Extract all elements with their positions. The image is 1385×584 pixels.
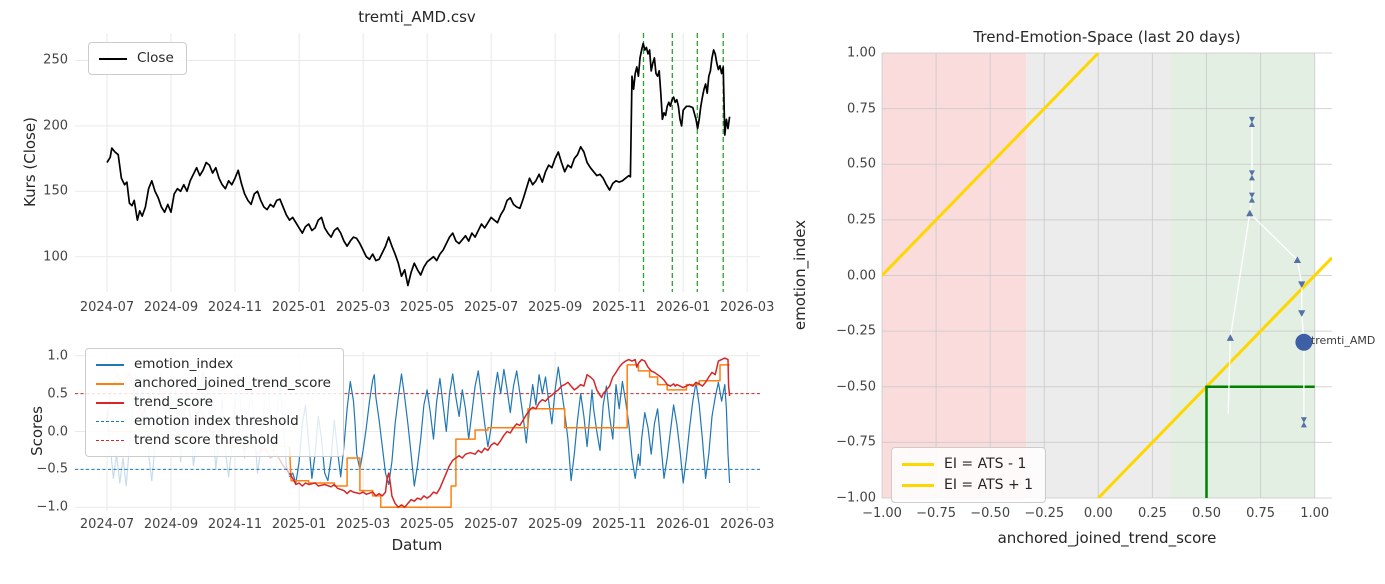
tick-label: 200 [43,118,68,134]
tick-label: 2024-09 [143,517,199,532]
tick-label: 1.00 [847,45,876,61]
tick-label: −0.50 [970,506,1011,521]
tick-label: 0.5 [47,386,68,402]
price-ylabel: Kurs (Close) [21,117,39,207]
space-xlabel: anchored_joined_trend_score [997,529,1217,547]
tick-label: 0.00 [847,268,876,283]
current-point-label: tremti_AMD [1310,334,1376,348]
space-chart-title: Trend-Emotion-Space (last 20 days) [973,28,1241,46]
space-legend-item: EI = ATS + 1 [902,475,1033,496]
tick-label: 2024-11 [207,517,263,532]
scores-legend-swatch [96,401,124,404]
tick-label: 2025-05 [399,517,455,532]
tick-label: 100 [43,249,68,265]
scores-legend-label: emotion index threshold [134,413,299,429]
tick-label: 2024-09 [143,300,199,315]
space-legend: EI = ATS - 1 EI = ATS + 1 [891,447,1047,503]
price-legend-item: Close [99,49,174,68]
tick-label: −0.25 [836,323,876,339]
scores-legend-item: emotion_index [96,355,331,374]
tick-label: 2025-05 [399,300,455,315]
tick-label: 2026-03 [720,517,775,532]
space-legend-label: EI = ATS + 1 [944,477,1034,493]
scores-legend-label: trend score threshold [134,432,279,448]
tick-label: 2025-11 [591,300,647,315]
tick-label: 150 [43,183,68,199]
scores-xlabel: Datum [391,536,443,554]
tick-label: 2025-01 [271,517,327,532]
price-legend: Close [88,42,187,75]
tick-label: 0.0 [47,424,68,439]
scores-legend-item: anchored_joined_trend_score [96,374,331,393]
scores-legend-swatch [96,421,124,422]
scores-legend-item: trend score threshold [96,431,331,450]
tick-label: 2025-11 [591,517,647,532]
tick-label: 2024-11 [207,300,263,315]
scores-legend-label: anchored_joined_trend_score [134,375,331,391]
tick-label: −0.25 [1024,506,1065,521]
tick-label: 2024-07 [79,517,135,532]
scores-legend-label: emotion_index [134,356,234,372]
tick-label: −1.0 [36,499,68,515]
tick-label: 0.25 [1137,506,1167,521]
tick-label: −0.5 [36,461,68,477]
tick-label: 2025-07 [463,517,519,532]
tick-label: 0.00 [1083,506,1113,521]
tick-label: 2025-07 [463,300,519,315]
tick-label: −0.75 [836,434,876,450]
tick-label: 2025-09 [527,300,583,315]
tick-label: 2025-03 [335,300,391,315]
tick-label: 0.75 [1246,506,1276,521]
space-ylabel: emotion_index [791,219,809,331]
tick-label: −0.50 [836,379,876,395]
tick-label: −1.00 [862,506,902,521]
tick-label: 2026-03 [720,300,775,315]
scores-legend-swatch [96,440,124,441]
space-legend-label: EI = ATS - 1 [944,456,1027,472]
scores-legend-item: emotion index threshold [96,412,331,431]
price-legend-swatch [99,57,127,60]
scores-legend-swatch [96,382,124,385]
scores-legend: emotion_index anchored_joined_trend_score… [85,348,344,457]
tick-label: 2024-07 [79,300,135,315]
tick-label: −0.75 [916,506,956,521]
scores-legend-label: trend_score [134,394,214,410]
tick-label: 1.00 [1300,506,1330,521]
tick-label: 0.25 [847,212,876,228]
price-legend-label: Close [137,50,174,66]
tick-label: 2026-01 [656,300,711,315]
space-legend-swatch [902,484,934,487]
tick-label: 0.75 [847,101,876,117]
tick-label: 2025-01 [271,300,327,315]
tick-label: −1.00 [836,490,876,506]
tick-label: 2025-09 [527,517,583,532]
tick-label: 250 [43,52,68,68]
tick-label: 1.0 [47,348,68,364]
scores-ylabel: Scores [28,406,46,456]
tick-label: 2026-01 [656,517,711,532]
tick-label: 2025-03 [335,517,391,532]
price-chart-title: tremti_AMD.csv [358,8,476,26]
space-legend-swatch [902,463,934,466]
space-legend-item: EI = ATS - 1 [902,454,1033,475]
tick-label: 0.50 [1192,506,1221,521]
scores-legend-item: trend_score [96,393,331,412]
tick-label: 0.50 [847,156,876,172]
scores-legend-swatch [96,363,124,366]
